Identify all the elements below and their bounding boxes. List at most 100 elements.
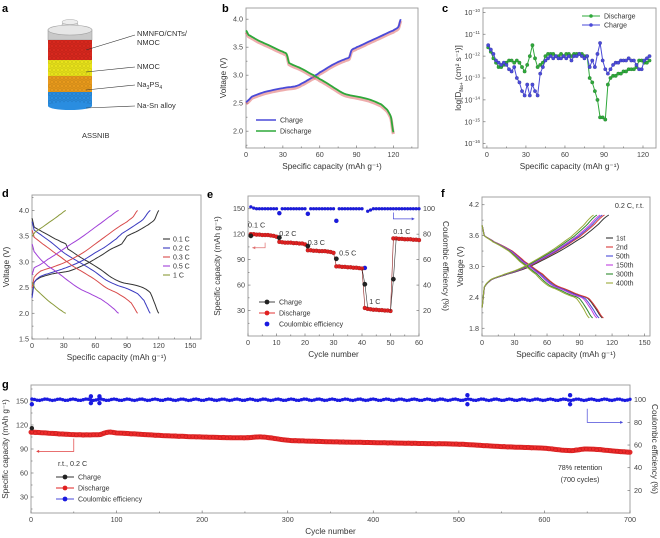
battery-particle xyxy=(64,76,68,80)
x-axis-label: Cycle number xyxy=(308,350,359,359)
ce-data-point xyxy=(212,398,216,402)
discharge-data-point xyxy=(108,429,113,434)
ce-data-point xyxy=(186,398,191,403)
battery-cell-illustration xyxy=(47,19,93,110)
y-tick-label: 10−11 xyxy=(465,30,481,39)
x-tick-label: 0 xyxy=(244,150,248,159)
ce-data-point xyxy=(505,397,509,402)
y2-tick-label: 20 xyxy=(634,486,642,495)
ce-data-point xyxy=(440,397,445,401)
discharge-data-point xyxy=(409,442,414,446)
ce-data-point xyxy=(484,398,488,402)
battery-particle xyxy=(54,64,58,68)
discharge-data-point xyxy=(156,432,161,437)
battery-particle xyxy=(76,56,80,60)
battery-particle xyxy=(68,60,72,64)
ce-data-point xyxy=(225,398,229,402)
data-point-charge xyxy=(574,54,579,59)
ce-data-point xyxy=(73,397,78,402)
x-axis-label: Specific capacity (mAh g⁻¹) xyxy=(282,162,382,171)
ce-data-point xyxy=(284,398,288,402)
ce-data-point xyxy=(612,398,617,402)
data-point-charge xyxy=(517,80,522,85)
ce-data-point xyxy=(125,397,129,401)
battery-particle xyxy=(74,96,78,100)
rate-label: 0.2 C xyxy=(279,229,296,238)
battery-particle xyxy=(48,76,52,80)
series-charge-0.2c xyxy=(31,210,151,298)
battery-particle xyxy=(82,96,86,100)
ce-data-point xyxy=(620,398,624,402)
ce-outlier-point xyxy=(97,394,102,399)
x-tick-label: 90 xyxy=(576,338,584,347)
ce-data-point xyxy=(443,398,447,402)
ce-data-point xyxy=(394,398,399,402)
discharge-data-point xyxy=(43,430,48,435)
charge-data-point xyxy=(390,276,396,282)
ce-data-point xyxy=(204,397,209,402)
layer-label: Na3PS4 xyxy=(137,80,162,91)
ce-data-point xyxy=(376,398,381,402)
ce-data-point xyxy=(333,218,339,224)
ce-data-point xyxy=(369,397,373,402)
discharge-data-point xyxy=(310,438,315,443)
ce-data-point xyxy=(386,397,391,402)
ce-data-point xyxy=(510,397,514,402)
discharge-data-point xyxy=(276,436,281,441)
panel-e-rate-capability: e 0 10 20 30 40 50 60 30 60 90 120 150 Cycle number Sp… xyxy=(207,189,450,359)
battery-particle xyxy=(60,68,64,72)
battery-particle xyxy=(66,64,70,68)
ce-data-point xyxy=(238,397,242,402)
battery-particle xyxy=(54,80,58,84)
legend-marker xyxy=(264,321,270,327)
ce-data-point xyxy=(561,397,565,401)
ce-data-point xyxy=(556,398,560,403)
y-axis-label: Voltage (V) xyxy=(219,57,228,98)
battery-particle xyxy=(76,40,80,44)
y-tick-label: 150 xyxy=(233,204,245,213)
ce-data-point xyxy=(263,397,268,401)
discharge-data-point xyxy=(262,434,267,439)
discharge-data-point xyxy=(221,434,226,439)
battery-particle xyxy=(50,64,54,68)
ce-data-point xyxy=(628,397,632,402)
leader-line xyxy=(85,66,136,73)
discharge-data-point xyxy=(142,432,147,437)
discharge-data-point xyxy=(557,447,561,452)
ce-data-point xyxy=(289,397,293,401)
ce-outlier-point xyxy=(97,400,102,406)
discharge-data-point xyxy=(163,433,168,438)
battery-particle xyxy=(70,96,74,100)
discharge-data-point xyxy=(300,438,305,443)
discharge-data-point xyxy=(84,432,89,437)
y-tick-label: 2.5 xyxy=(233,99,243,108)
ce-data-point xyxy=(184,398,188,402)
ce-data-point xyxy=(191,397,196,402)
discharge-data-point xyxy=(368,441,373,445)
discharge-data-point xyxy=(57,432,62,437)
discharge-data-point xyxy=(317,438,322,443)
data-point-charge xyxy=(507,67,511,72)
discharge-data-point xyxy=(471,442,476,447)
data-point-charge xyxy=(647,54,652,59)
ce-data-point xyxy=(155,397,160,402)
battery-particle xyxy=(78,44,82,48)
discharge-data-point xyxy=(53,431,58,436)
data-point-charge xyxy=(540,65,545,70)
x-tick-label: 120 xyxy=(637,150,649,159)
battery-particle xyxy=(56,48,60,52)
ce-data-point xyxy=(86,397,91,401)
discharge-data-point xyxy=(361,441,366,445)
battery-particle xyxy=(64,60,68,64)
ce-data-point xyxy=(137,397,142,401)
battery-particle xyxy=(68,56,72,60)
data-point-discharge xyxy=(525,62,530,67)
right-axis-arrow xyxy=(393,212,414,220)
data-point-charge xyxy=(595,51,600,56)
ce-data-point xyxy=(274,397,278,401)
ce-data-point xyxy=(271,398,275,402)
data-point-discharge xyxy=(520,65,524,70)
legend-marker xyxy=(62,496,68,502)
discharge-data-point xyxy=(231,436,236,440)
battery-particle xyxy=(60,84,64,88)
